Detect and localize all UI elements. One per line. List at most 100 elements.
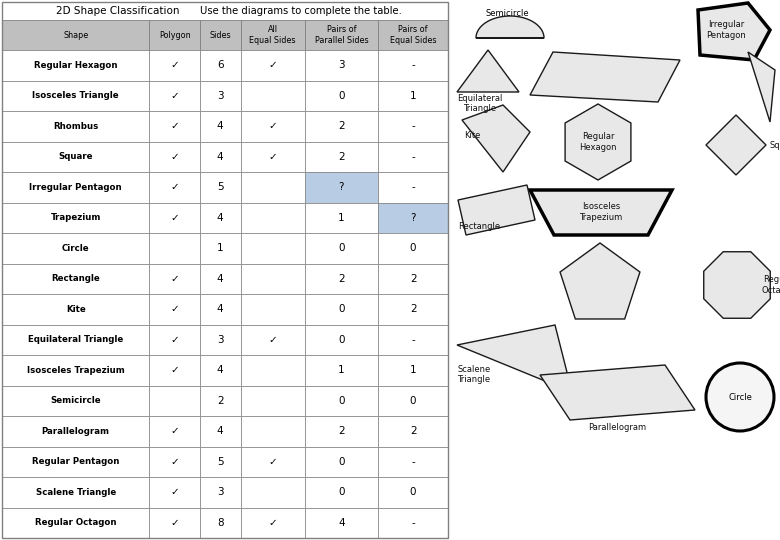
Text: ✓: ✓ xyxy=(170,213,179,222)
Bar xyxy=(304,50,378,80)
Text: Irregular Pentagon: Irregular Pentagon xyxy=(30,183,122,192)
Bar xyxy=(150,294,200,325)
Text: 4: 4 xyxy=(217,274,223,284)
Bar xyxy=(200,294,240,325)
Text: Square: Square xyxy=(58,152,93,161)
Bar xyxy=(150,477,200,508)
Bar xyxy=(304,264,378,294)
Bar xyxy=(304,141,378,172)
Bar xyxy=(378,294,448,325)
Text: Isosceles Triangle: Isosceles Triangle xyxy=(33,91,119,100)
Text: Circle: Circle xyxy=(728,393,752,402)
Text: 3: 3 xyxy=(338,60,345,70)
Bar xyxy=(150,80,200,111)
Bar xyxy=(378,80,448,111)
Bar xyxy=(150,50,200,80)
Bar xyxy=(378,477,448,508)
Text: Use the diagrams to complete the table.: Use the diagrams to complete the table. xyxy=(200,6,402,16)
Bar xyxy=(200,233,240,264)
Bar xyxy=(240,202,304,233)
Bar xyxy=(378,172,448,202)
Text: 0: 0 xyxy=(410,487,417,497)
Bar xyxy=(378,447,448,477)
Bar xyxy=(2,386,150,416)
Text: Kite: Kite xyxy=(464,131,480,139)
Bar xyxy=(378,386,448,416)
Bar xyxy=(240,325,304,355)
Bar xyxy=(378,233,448,264)
Bar xyxy=(378,141,448,172)
Bar xyxy=(150,386,200,416)
Bar xyxy=(2,294,150,325)
Text: ✓: ✓ xyxy=(268,335,277,345)
Text: 0: 0 xyxy=(410,396,417,406)
Text: Regular Hexagon: Regular Hexagon xyxy=(34,60,118,70)
Polygon shape xyxy=(458,185,535,235)
Text: ✓: ✓ xyxy=(268,457,277,467)
Bar xyxy=(200,172,240,202)
Text: 8: 8 xyxy=(217,518,223,528)
Bar xyxy=(304,477,378,508)
Bar xyxy=(304,111,378,141)
Bar xyxy=(378,325,448,355)
Text: 0: 0 xyxy=(338,243,345,253)
Text: Semicircle: Semicircle xyxy=(486,9,530,17)
Text: ✓: ✓ xyxy=(268,122,277,131)
Bar xyxy=(378,355,448,386)
Text: Regular Pentagon: Regular Pentagon xyxy=(32,457,119,466)
Text: Scalene
Triangle: Scalene Triangle xyxy=(457,365,491,384)
Circle shape xyxy=(706,363,774,431)
Text: 3: 3 xyxy=(217,487,223,497)
Polygon shape xyxy=(560,243,640,319)
Bar xyxy=(200,477,240,508)
Text: 1: 1 xyxy=(410,91,417,101)
Polygon shape xyxy=(530,190,672,235)
Bar xyxy=(304,416,378,447)
Text: 4: 4 xyxy=(217,365,223,375)
Bar xyxy=(240,416,304,447)
Bar xyxy=(304,80,378,111)
Text: 0: 0 xyxy=(338,396,345,406)
Bar xyxy=(150,325,200,355)
Text: ✓: ✓ xyxy=(170,335,179,345)
Text: 2D Shape Classification: 2D Shape Classification xyxy=(56,6,179,16)
Text: 2: 2 xyxy=(338,152,345,162)
Text: 2: 2 xyxy=(338,426,345,436)
Bar xyxy=(200,111,240,141)
Bar xyxy=(150,264,200,294)
Text: Pairs of
Equal Sides: Pairs of Equal Sides xyxy=(390,25,436,45)
Text: 5: 5 xyxy=(217,457,223,467)
Bar xyxy=(2,264,150,294)
Bar xyxy=(2,447,150,477)
Bar xyxy=(200,20,240,50)
Bar xyxy=(2,2,448,538)
Text: ?: ? xyxy=(339,183,344,192)
Text: All
Equal Sides: All Equal Sides xyxy=(250,25,296,45)
Text: ✓: ✓ xyxy=(170,365,179,375)
Text: Trapezium: Trapezium xyxy=(51,213,101,222)
Bar xyxy=(304,233,378,264)
Text: Shape: Shape xyxy=(63,30,88,39)
Text: 4: 4 xyxy=(217,213,223,222)
Bar xyxy=(378,508,448,538)
Text: 4: 4 xyxy=(217,304,223,314)
Text: ✓: ✓ xyxy=(170,122,179,131)
Bar xyxy=(2,233,150,264)
Bar xyxy=(200,50,240,80)
Polygon shape xyxy=(540,365,695,420)
Text: ✓: ✓ xyxy=(170,152,179,162)
Bar xyxy=(2,141,150,172)
Text: Isosceles Trapezium: Isosceles Trapezium xyxy=(27,366,125,375)
Text: ✓: ✓ xyxy=(170,274,179,284)
Bar xyxy=(378,111,448,141)
Bar xyxy=(2,416,150,447)
Bar xyxy=(240,80,304,111)
Bar xyxy=(2,477,150,508)
Bar xyxy=(240,111,304,141)
Bar xyxy=(304,20,378,50)
Bar xyxy=(240,294,304,325)
Bar xyxy=(304,172,378,202)
Bar xyxy=(378,202,448,233)
Text: -: - xyxy=(411,122,415,131)
Bar xyxy=(150,20,200,50)
